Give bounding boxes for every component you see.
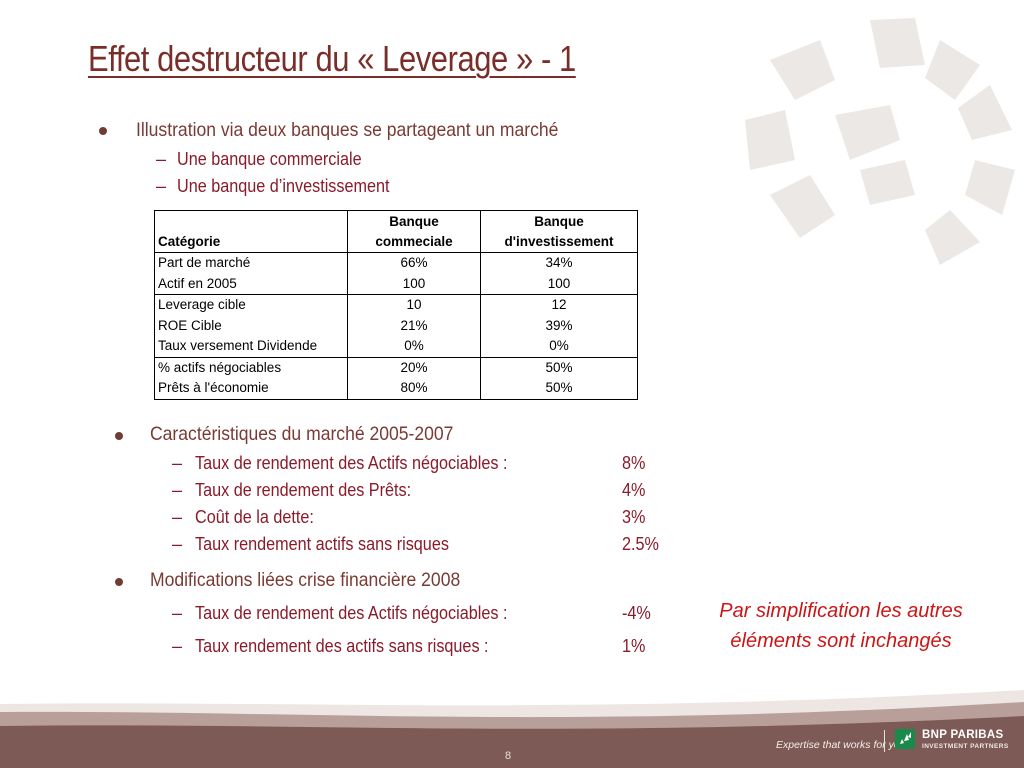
table-cell: Leverage cible <box>154 294 348 316</box>
table-header-row: Catégorie commeciale d'investissement <box>154 231 638 253</box>
market-item-value: 8% <box>622 453 646 473</box>
note-line-2: éléments sont inchangés <box>730 630 952 652</box>
crisis-item-value: 1% <box>622 636 646 656</box>
table-header-cell <box>154 210 348 232</box>
table-cell: 100 <box>480 273 638 295</box>
table-cell: 21% <box>347 315 481 336</box>
table-cell: Taux versement Dividende <box>154 336 348 358</box>
table-cell: 50% <box>480 378 638 400</box>
page-number: 8 <box>505 750 512 762</box>
crisis-bullet-text: Modifications liées crise financière 200… <box>150 569 461 591</box>
bnp-star-logo-icon <box>895 729 915 749</box>
intro-sub-2: Une banque d’investissement <box>177 176 390 196</box>
table-row: ROE Cible 21% 39% <box>154 315 638 336</box>
table-header-cell: commeciale <box>347 231 481 253</box>
table-cell: 66% <box>347 252 481 274</box>
table-cell: 80% <box>347 378 481 400</box>
footer-divider <box>884 730 885 752</box>
dash-icon: – <box>172 480 183 500</box>
market-item-value: 3% <box>622 507 646 527</box>
table-header-cell: Banque <box>347 210 481 232</box>
table-header-cell: d'investissement <box>480 231 638 253</box>
table-cell: 39% <box>480 315 638 336</box>
market-item-value: 2.5% <box>622 534 659 554</box>
market-item-label: Taux rendement actifs sans risques <box>195 534 449 554</box>
bullet-icon <box>115 432 123 440</box>
brand-name: BNP PARIBAS <box>922 729 1004 741</box>
table-cell: ROE Cible <box>154 315 348 336</box>
market-bullet-text: Caractéristiques du marché 2005-2007 <box>150 423 454 445</box>
bullet-icon <box>99 127 107 135</box>
intro-sub-1: Une banque commerciale <box>177 149 362 169</box>
table-cell: 100 <box>347 273 481 295</box>
table-cell: 0% <box>347 336 481 358</box>
table-cell: 0% <box>480 336 638 358</box>
bullet-icon <box>115 578 123 586</box>
crisis-item-value: -4% <box>622 603 651 623</box>
decorative-swirl <box>745 18 1015 265</box>
simplification-note: Par simplification les autres éléments s… <box>706 596 976 656</box>
table-cell: 20% <box>347 357 481 378</box>
crisis-item-label: Taux rendement des actifs sans risques : <box>195 636 489 656</box>
dash-icon: – <box>156 176 167 196</box>
table-cell: Part de marché <box>154 252 348 274</box>
market-item-value: 4% <box>622 480 646 500</box>
table-cell: % actifs négociables <box>154 357 348 378</box>
bank-comparison-table: Banque Banque Catégorie commeciale d'inv… <box>154 210 638 400</box>
dash-icon: – <box>172 507 183 527</box>
table-row: Part de marché 66% 34% <box>154 252 638 274</box>
table-header-cell: Banque <box>480 210 638 232</box>
table-cell: Prêts à l'économie <box>154 378 348 400</box>
crisis-item-label: Taux de rendement des Actifs négociables… <box>195 603 508 623</box>
table-cell: 34% <box>480 252 638 274</box>
table-header-cell: Catégorie <box>154 231 348 253</box>
dash-icon: – <box>172 453 183 473</box>
table-row: Taux versement Dividende 0% 0% <box>154 336 638 358</box>
market-item-label: Taux de rendement des Prêts: <box>195 480 412 500</box>
table-row: % actifs négociables 20% 50% <box>154 357 638 378</box>
dash-icon: – <box>156 149 167 169</box>
table-header-row: Banque Banque <box>154 210 638 232</box>
table-row: Prêts à l'économie 80% 50% <box>154 378 638 400</box>
table-cell: 12 <box>480 294 638 316</box>
brand-subtitle: INVESTMENT PARTNERS <box>922 743 1009 750</box>
table-cell: 10 <box>347 294 481 316</box>
footer-tagline: Expertise that works for you <box>776 739 906 751</box>
note-line-1: Par simplification les autres <box>719 600 963 622</box>
market-item-label: Taux de rendement des Actifs négociables… <box>195 453 508 473</box>
table-cell: 50% <box>480 357 638 378</box>
dash-icon: – <box>172 636 183 656</box>
market-item-label: Coût de la dette: <box>195 507 314 527</box>
intro-bullet-text: Illustration via deux banques se partage… <box>136 119 559 141</box>
footer-band <box>0 690 1024 768</box>
dash-icon: – <box>172 603 183 623</box>
dash-icon: – <box>172 534 183 554</box>
table-cell: Actif en 2005 <box>154 273 348 295</box>
table-row: Leverage cible 10 12 <box>154 294 638 316</box>
table-row: Actif en 2005 100 100 <box>154 273 638 295</box>
page-title: Effet destructeur du « Leverage » - 1 <box>88 38 576 79</box>
